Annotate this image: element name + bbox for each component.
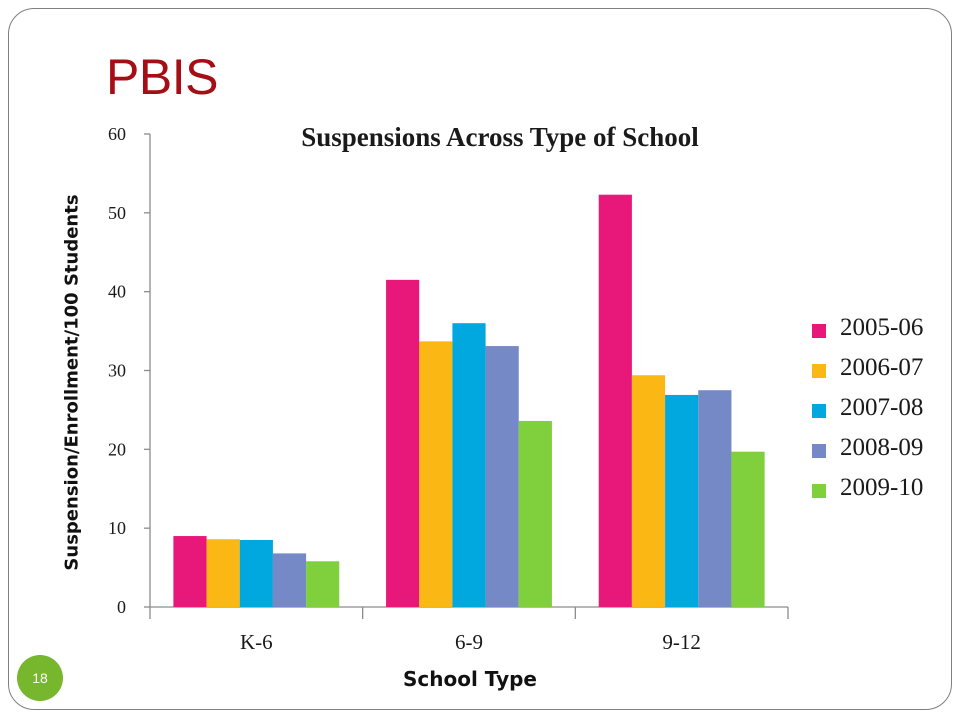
bar-2005-06-6-9 bbox=[386, 279, 420, 607]
bar-2006-07-K-6 bbox=[206, 539, 240, 607]
legend-swatch bbox=[812, 404, 826, 418]
bar-2009-10-9-12 bbox=[731, 451, 765, 607]
legend-swatch bbox=[812, 364, 826, 378]
bar-2008-09-6-9 bbox=[485, 346, 519, 607]
y-tick-label: 40 bbox=[108, 282, 126, 302]
bar-2008-09-9-12 bbox=[698, 390, 732, 607]
chart-bars bbox=[173, 194, 765, 607]
bar-2005-06-9-12 bbox=[598, 194, 632, 607]
slide-title: PBIS bbox=[106, 49, 218, 105]
legend-label: 2005-06 bbox=[840, 314, 924, 341]
legend-label: 2008-09 bbox=[840, 434, 924, 461]
y-tick-label: 50 bbox=[108, 203, 126, 223]
x-tick-label: 9-12 bbox=[662, 630, 701, 654]
y-tick-label: 30 bbox=[108, 361, 126, 381]
bar-2007-08-6-9 bbox=[452, 323, 486, 607]
legend-label: 2009-10 bbox=[840, 474, 924, 501]
bar-2006-07-9-12 bbox=[631, 375, 666, 607]
legend-label: 2007-08 bbox=[840, 394, 924, 421]
bar-2009-10-6-9 bbox=[518, 420, 552, 607]
bar-2009-10-K-6 bbox=[306, 561, 340, 607]
x-axis-label: School Type bbox=[403, 667, 537, 691]
chart-tick-labels: 0 10 20 30 40 50 60 K-6 6-9 9-12 bbox=[108, 124, 701, 654]
y-tick-label: 10 bbox=[108, 518, 126, 538]
y-tick-label: 60 bbox=[108, 124, 126, 144]
bar-2007-08-9-12 bbox=[665, 394, 699, 607]
bar-2007-08-K-6 bbox=[239, 539, 273, 607]
x-tick-label: 6-9 bbox=[455, 630, 483, 654]
bar-2008-09-K-6 bbox=[272, 553, 307, 607]
bar-2006-07-6-9 bbox=[419, 341, 453, 607]
y-tick-label: 0 bbox=[117, 597, 126, 617]
legend-swatch bbox=[812, 484, 826, 498]
legend-label: 2006-07 bbox=[840, 354, 924, 381]
x-tick-label: K-6 bbox=[240, 630, 273, 654]
legend-swatch bbox=[812, 324, 826, 338]
chart-title: Suspensions Across Type of School bbox=[301, 122, 699, 152]
page-number-badge: 18 bbox=[17, 655, 63, 701]
legend-swatch bbox=[812, 444, 826, 458]
y-tick-label: 20 bbox=[108, 439, 126, 459]
bar-2005-06-K-6 bbox=[173, 536, 207, 607]
